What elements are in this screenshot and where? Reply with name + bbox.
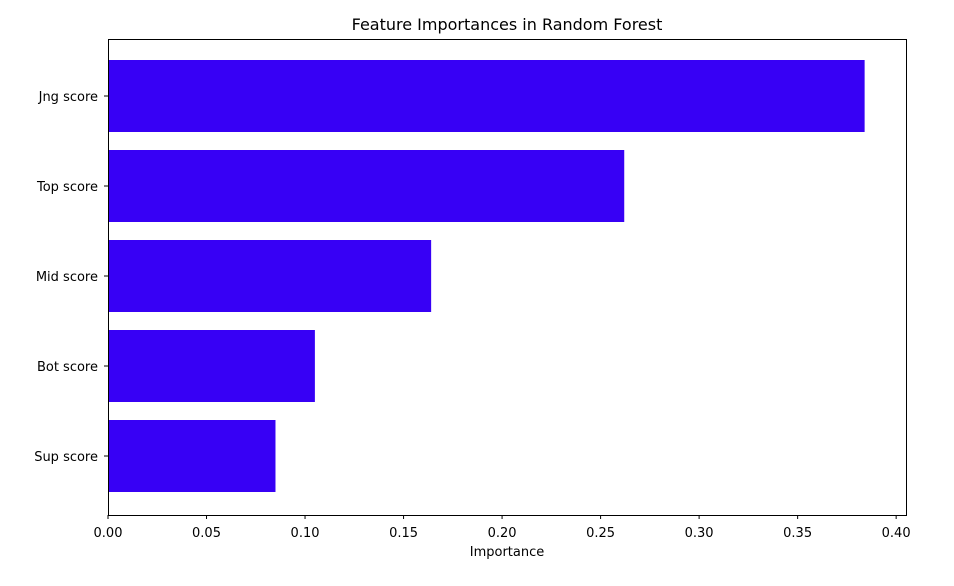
bar-sup-score: [108, 420, 276, 492]
x-tick-label: 0.40: [882, 526, 911, 541]
y-axis-ticks: Jng score Top score Mid score Bot score Sup …: [34, 90, 108, 465]
y-tick-label: Bot score: [37, 360, 98, 375]
x-axis-label: Importance: [470, 545, 545, 560]
y-tick-label: Jng score: [38, 90, 98, 105]
bar-top-score: [108, 150, 625, 222]
x-tick-label: 0.30: [685, 526, 714, 541]
bar-bot-score: [108, 330, 315, 402]
plot-area-frame: [108, 39, 907, 516]
chart-title: Feature Importances in Random Forest: [352, 15, 663, 34]
x-tick-label: 0.35: [783, 526, 812, 541]
bar-jng-score: [108, 60, 865, 132]
y-tick-label: Sup score: [34, 450, 98, 465]
bar-mid-score: [108, 240, 432, 312]
x-tick-label: 0.05: [192, 526, 221, 541]
x-tick-label: 0.20: [488, 526, 517, 541]
x-tick-label: 0.00: [94, 526, 123, 541]
y-tick-label: Mid score: [36, 270, 98, 285]
x-tick-label: 0.15: [389, 526, 418, 541]
bars-group: [108, 60, 865, 492]
x-tick-label: 0.25: [586, 526, 615, 541]
y-tick-label: Top score: [36, 180, 98, 195]
x-axis-ticks: 0.00 0.05 0.10 0.15 0.20 0.25 0.30 0.35 0.40: [94, 515, 911, 541]
x-tick-label: 0.10: [291, 526, 320, 541]
